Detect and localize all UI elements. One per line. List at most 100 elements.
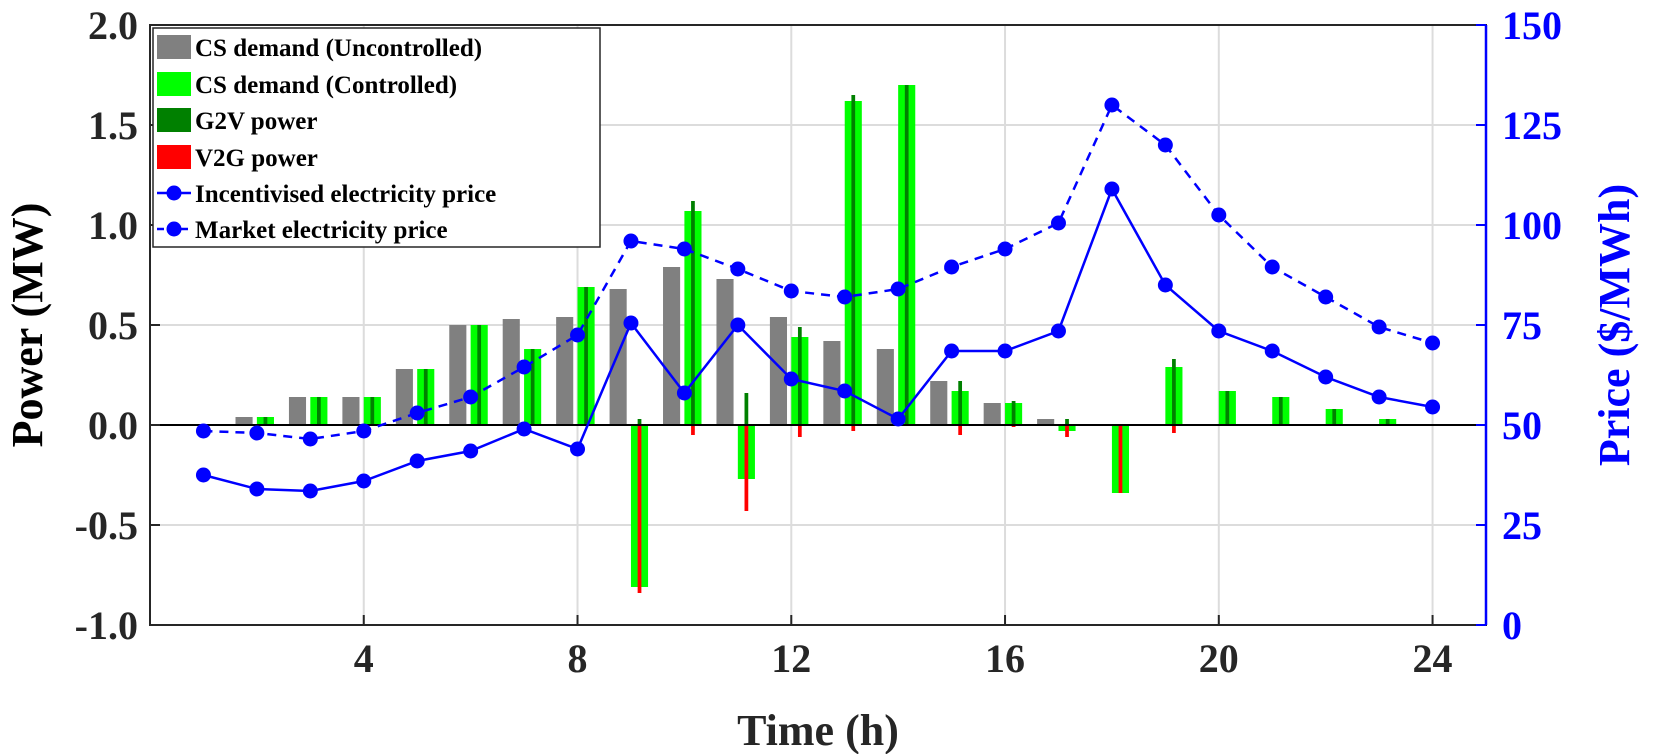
point-market-price-3 xyxy=(302,431,318,447)
point-market-price-11 xyxy=(730,261,746,277)
point-market-price-12 xyxy=(783,283,799,299)
point-incentivised-price-16 xyxy=(997,343,1013,359)
point-market-price-8 xyxy=(570,327,586,343)
point-market-price-9 xyxy=(623,233,639,249)
bar-v2g-19 xyxy=(1172,425,1176,433)
point-market-price-5 xyxy=(409,405,425,421)
legend-label-v2g: V2G power xyxy=(195,145,318,172)
bar-uncontrolled-9 xyxy=(609,289,627,425)
tick-label-x-4: 4 xyxy=(354,636,374,681)
y-axis-label: Power (MW) xyxy=(3,203,52,448)
bar-uncontrolled-3 xyxy=(288,397,307,425)
point-market-price-22 xyxy=(1318,289,1334,305)
point-incentivised-price-4 xyxy=(356,473,372,489)
tick-label-left-1: -0.5 xyxy=(75,503,138,548)
tick-label-right-6: 150 xyxy=(1502,3,1562,48)
bar-uncontrolled-16 xyxy=(983,403,1001,425)
tick-label-left-2: 0.0 xyxy=(88,403,138,448)
bar-v2g-12 xyxy=(797,425,802,437)
bar-uncontrolled-17 xyxy=(1037,419,1055,425)
point-incentivised-price-22 xyxy=(1318,369,1334,385)
bar-uncontrolled-6 xyxy=(449,325,467,425)
bar-g2v-8 xyxy=(584,287,588,425)
bar-uncontrolled-8 xyxy=(556,317,574,425)
point-market-price-13 xyxy=(837,289,853,305)
bar-v2g-10 xyxy=(691,425,695,435)
bar-g2v-12 xyxy=(797,327,802,425)
line-incentivised-price xyxy=(203,186,1433,493)
legend-marker-incentivised-price xyxy=(166,185,182,201)
bar-uncontrolled-10 xyxy=(663,267,681,425)
legend-swatch-uncontrolled xyxy=(157,35,191,59)
x-axis-ticks: 4 8 12 16 20 24 xyxy=(354,615,1453,681)
bar-v2g-17 xyxy=(1065,425,1069,437)
bar-g2v-4 xyxy=(370,397,375,425)
point-market-price-14 xyxy=(890,281,906,297)
bar-g2v-11 xyxy=(744,393,749,425)
point-incentivised-price-12 xyxy=(783,371,799,387)
point-market-price-16 xyxy=(997,241,1013,257)
point-market-price-1 xyxy=(195,423,211,439)
legend-label-controlled: CS demand (Controlled) xyxy=(195,72,457,99)
price-lines-layer xyxy=(195,97,1441,499)
tick-label-x-12: 12 xyxy=(771,636,811,681)
point-market-price-2 xyxy=(249,425,265,441)
point-incentivised-price-3 xyxy=(302,483,318,499)
right-axis-ticks: 0 25 50 75 100 125 150 xyxy=(1476,3,1562,648)
y-axis-right-label: Price ($/MWh) xyxy=(1590,184,1639,466)
bar-g2v-6 xyxy=(477,325,482,425)
bar-v2g-13 xyxy=(851,425,856,431)
point-market-price-7 xyxy=(516,359,532,375)
point-incentivised-price-23 xyxy=(1371,389,1387,405)
point-market-price-23 xyxy=(1371,319,1387,335)
tick-label-right-4: 100 xyxy=(1502,203,1562,248)
bar-g2v-13 xyxy=(851,95,856,425)
point-incentivised-price-7 xyxy=(516,421,532,437)
bar-g2v-9 xyxy=(637,419,642,425)
x-axis-label: Time (h) xyxy=(737,706,899,754)
bar-uncontrolled-5 xyxy=(395,369,413,425)
tick-label-left-6: 2.0 xyxy=(88,3,138,48)
bar-uncontrolled-15 xyxy=(930,381,948,425)
bar-g2v-3 xyxy=(317,397,321,425)
legend-label-g2v: G2V power xyxy=(195,108,317,135)
tick-label-left-5: 1.5 xyxy=(88,103,138,148)
point-market-price-19 xyxy=(1157,137,1173,153)
legend-label-incentivised-price: Incentivised electricity price xyxy=(195,181,496,208)
bar-g2v-14 xyxy=(904,85,909,425)
point-incentivised-price-15 xyxy=(944,343,960,359)
point-incentivised-price-19 xyxy=(1157,277,1173,293)
bar-uncontrolled-2 xyxy=(235,417,253,425)
line-market-price xyxy=(203,103,1433,441)
point-market-price-4 xyxy=(356,423,372,439)
bar-g2v-5 xyxy=(423,369,428,425)
tick-label-x-20: 20 xyxy=(1199,636,1239,681)
bar-v2g-9 xyxy=(637,425,642,593)
bar-g2v-20 xyxy=(1225,391,1230,425)
bar-v2g-15 xyxy=(958,425,963,435)
tick-label-left-0: -1.0 xyxy=(75,603,138,648)
bar-g2v-10 xyxy=(691,201,695,425)
legend-swatch-controlled xyxy=(157,72,191,96)
tick-label-x-24: 24 xyxy=(1413,636,1453,681)
legend-marker-market-price xyxy=(166,221,182,237)
legend-swatch-g2v xyxy=(157,108,191,132)
bar-g2v-16 xyxy=(1011,401,1016,425)
point-market-price-6 xyxy=(463,389,479,405)
bar-g2v-2 xyxy=(263,417,268,425)
point-incentivised-price-13 xyxy=(837,383,853,399)
point-market-price-15 xyxy=(944,259,960,275)
point-market-price-20 xyxy=(1211,207,1227,223)
point-market-price-18 xyxy=(1104,97,1120,113)
bar-uncontrolled-12 xyxy=(769,317,788,425)
bar-uncontrolled-13 xyxy=(823,341,841,425)
legend: CS demand (Uncontrolled) CS demand (Contr… xyxy=(152,27,601,248)
point-incentivised-price-17 xyxy=(1050,323,1066,339)
point-market-price-21 xyxy=(1264,259,1280,275)
bar-v2g-11 xyxy=(744,425,749,511)
legend-label-uncontrolled: CS demand (Uncontrolled) xyxy=(195,35,482,62)
point-incentivised-price-6 xyxy=(463,443,479,459)
bar-g2v-15 xyxy=(958,381,963,425)
bar-uncontrolled-7 xyxy=(502,319,520,425)
